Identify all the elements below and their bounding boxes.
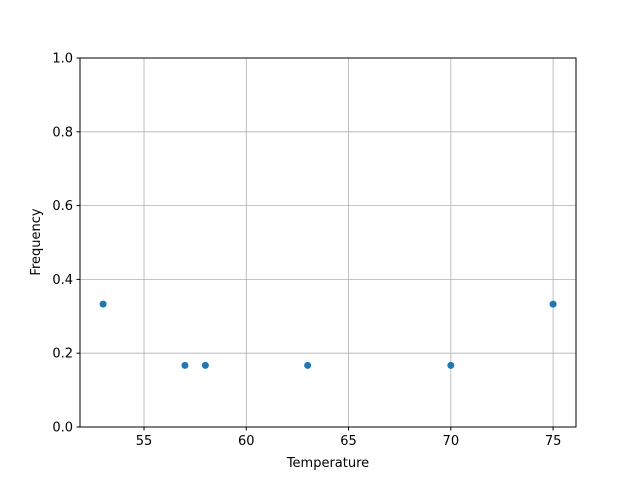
data-point [201, 361, 209, 369]
data-point [304, 361, 312, 369]
y-axis-ticks: 0.0 0.2 0.4 0.6 0.8 1.0 [52, 52, 80, 436]
data-points [99, 300, 557, 369]
x-tick-label: 55 [136, 434, 153, 449]
x-axis-label: Temperature [286, 456, 369, 471]
y-tick-label: 0.4 [52, 273, 73, 288]
x-tick-label: 65 [340, 434, 357, 449]
data-point [99, 300, 107, 308]
y-tick-label: 1.0 [52, 52, 73, 67]
data-point [181, 361, 189, 369]
y-tick-label: 0.0 [52, 421, 73, 436]
x-tick-label: 70 [443, 434, 460, 449]
y-axis-label: Frequency [29, 208, 44, 275]
y-tick-label: 0.8 [52, 125, 73, 140]
data-point [549, 300, 557, 308]
plot-frame [79, 57, 577, 428]
x-tick-label: 75 [545, 434, 562, 449]
y-tick-label: 0.2 [52, 347, 73, 362]
data-point [447, 361, 455, 369]
grid [80, 57, 576, 428]
y-tick-label: 0.6 [52, 199, 73, 214]
x-tick-label: 60 [238, 434, 255, 449]
x-axis-ticks: 55 60 65 70 75 [136, 427, 562, 449]
